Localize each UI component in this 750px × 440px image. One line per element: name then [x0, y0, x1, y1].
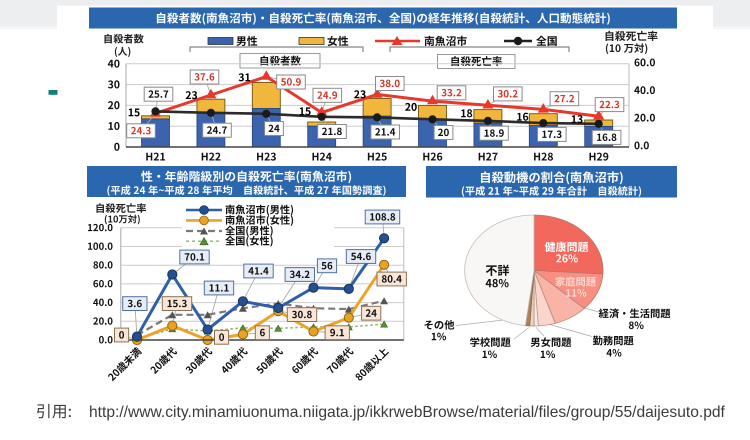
svg-text:http://www.city.minamiuonuma.n: http://www.city.minamiuonuma.niigata.jp/…	[89, 404, 726, 421]
